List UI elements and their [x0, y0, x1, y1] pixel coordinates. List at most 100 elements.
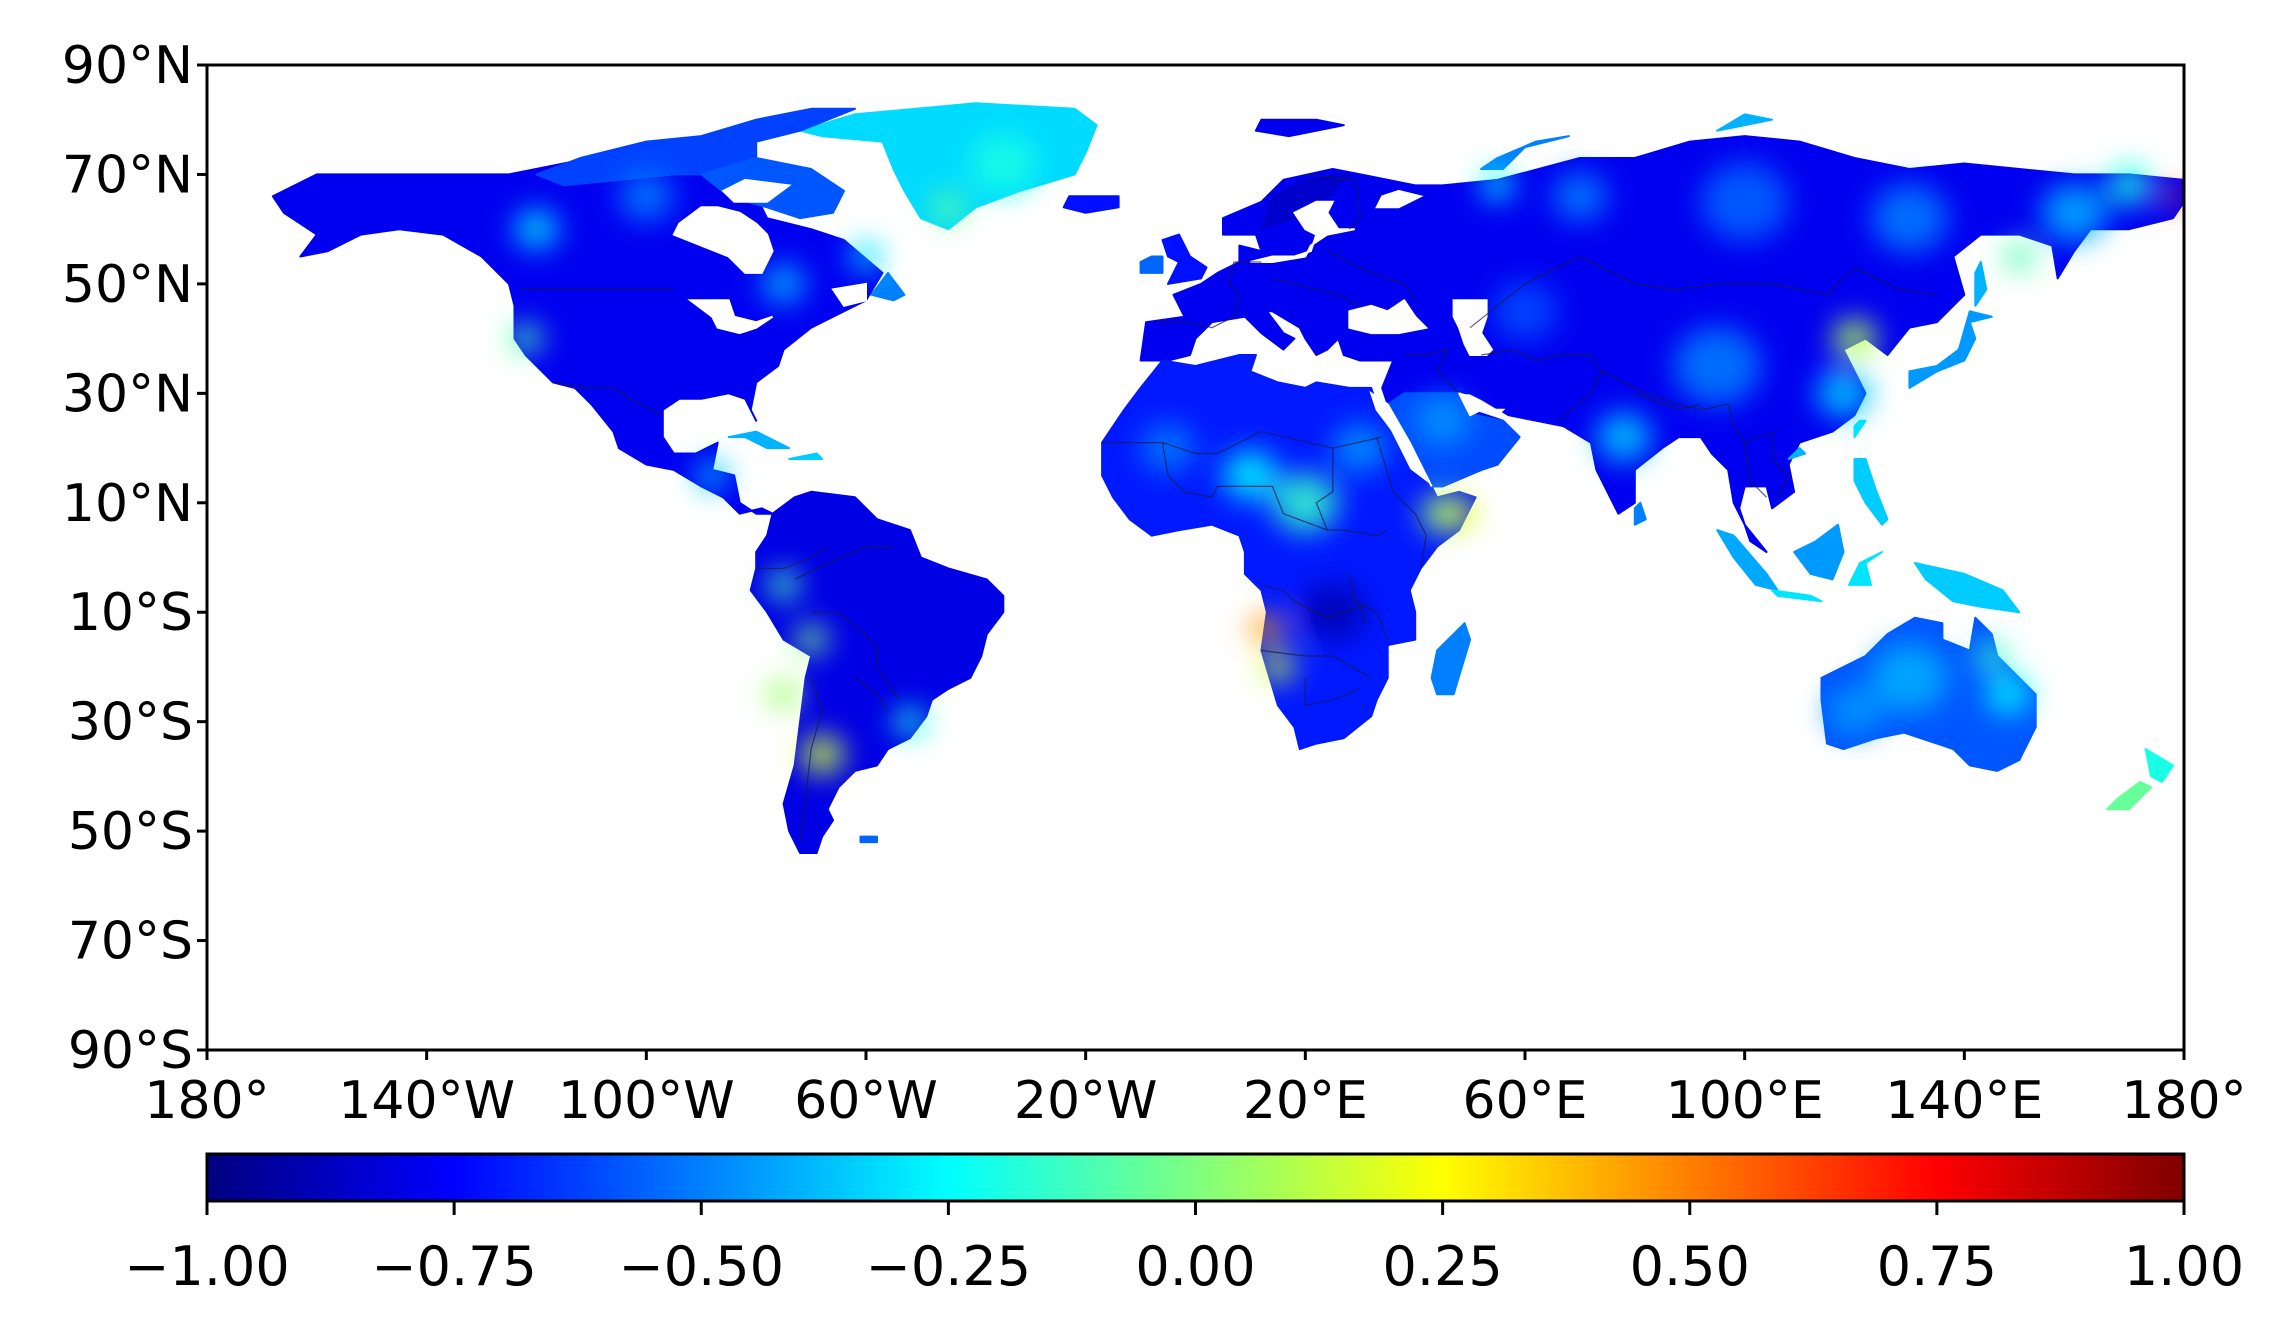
land-hainan: [1787, 447, 1807, 460]
anomaly-patch: [761, 264, 806, 304]
country-border-line: [811, 611, 900, 701]
colorbar-tick-label: −0.75: [371, 1235, 536, 1298]
land-great-britain: [1161, 233, 1208, 285]
country-border-line: [1304, 677, 1361, 707]
anomaly-patch: [1250, 613, 1284, 644]
lon-tick-label: 60°W: [794, 1071, 938, 1131]
map-plot-area: [271, 102, 2184, 854]
land-newfoundland: [870, 271, 906, 302]
anomaly-patch: [1222, 450, 1278, 500]
anomaly-patch: [1272, 473, 1339, 533]
lon-tick-label: 60°E: [1462, 1071, 1587, 1131]
land-scandinavia-highland: [1260, 173, 1351, 231]
anomaly-patch: [514, 209, 559, 249]
anomaly-layer: [509, 133, 2184, 775]
land-falklands: [859, 835, 878, 844]
anomaly-patch: [1700, 162, 1789, 242]
country-border-line: [1404, 348, 1460, 394]
colorbar-tick-label: −0.50: [619, 1235, 784, 1298]
anomaly-patch: [1827, 686, 1882, 736]
land-taiwan: [1853, 419, 1867, 439]
land-iceland: [1062, 195, 1120, 214]
water-caspian-sea: [1452, 299, 1494, 356]
water-red-sea: [1369, 390, 1433, 487]
anomaly-patch: [1596, 412, 1652, 462]
anomaly-patch: [1832, 318, 1877, 359]
anomaly-patch: [767, 570, 801, 600]
colorbar-tick-label: 0.25: [1383, 1235, 1503, 1298]
country-border-line: [1261, 649, 1372, 679]
country-border-line: [799, 677, 823, 843]
lat-tick-label: 10°S: [68, 583, 193, 643]
country-border-line: [1161, 442, 1273, 498]
longitude-axis: 180° 140°W 100°W 60°W 20°W 20°E 60°E 100°E 140°E…: [144, 1050, 2247, 1131]
anomaly-patch: [2107, 165, 2152, 206]
lat-tick-label: 70°S: [68, 912, 193, 972]
anomaly-patch: [1975, 641, 2009, 671]
lat-tick-label: 30°N: [62, 364, 193, 424]
land-borneo: [1793, 523, 1845, 581]
country-border-line: [1272, 277, 1361, 307]
land-new-zealand-north: [2144, 748, 2174, 783]
colorbar-tick-label: −0.25: [866, 1235, 1031, 1298]
land-sri-lanka: [1633, 501, 1647, 526]
lat-tick-label: 50°S: [68, 802, 193, 862]
water-layer: [672, 178, 1506, 487]
water-white-sea: [1375, 189, 1424, 209]
colorbar-tick-label: 1.00: [2124, 1235, 2244, 1298]
anomaly-patch: [2002, 241, 2036, 272]
lon-tick-label: 100°E: [1666, 1071, 1824, 1131]
anomaly-patch: [1332, 423, 1388, 473]
anomaly-patch: [849, 241, 883, 272]
country-border-line: [1744, 442, 1768, 498]
anomaly-patch: [1871, 643, 1948, 713]
anomaly-patch: [2041, 183, 2108, 243]
anomaly-patch: [618, 171, 674, 221]
anomaly-patch: [970, 133, 1037, 194]
anomaly-patch: [893, 706, 927, 737]
anomaly-patch: [2162, 186, 2184, 207]
country-borders: [520, 173, 1937, 843]
anomaly-patch: [794, 624, 828, 655]
water-persian-gulf: [1457, 391, 1506, 417]
country-border-line: [1673, 266, 1937, 296]
country-border-line: [854, 677, 889, 712]
land-cuba: [727, 430, 791, 450]
water-great-lakes: [687, 299, 774, 335]
country-border-line: [1601, 370, 1729, 411]
land-sulawesi: [1848, 551, 1883, 586]
lon-tick-label: 100°W: [558, 1071, 735, 1131]
anomaly-patch: [509, 323, 542, 354]
anomaly-patch: [1816, 368, 1871, 418]
country-border-line: [1157, 261, 1262, 329]
lon-tick-label: 20°E: [1243, 1071, 1368, 1131]
land-new-guinea: [1913, 562, 2021, 614]
anomaly-patch: [1415, 396, 1471, 446]
anomaly-patch: [1986, 674, 2031, 714]
lon-tick-label: 140°E: [1885, 1071, 2043, 1131]
land-hispaniola: [788, 452, 824, 460]
land-layer: [271, 102, 2184, 854]
lon-tick-label: 180°: [2121, 1071, 2246, 1131]
colorbar-axis: −1.00 −0.75 −0.50 −0.25 0.00 0.25 0.50 0.75 1.00: [124, 1201, 2244, 1298]
country-border-line: [1634, 392, 1701, 411]
land-philippines: [1853, 458, 1889, 526]
land-madagascar: [1430, 622, 1472, 696]
country-border-line: [1305, 173, 1361, 230]
country-border-line: [1481, 348, 1603, 422]
lon-tick-label: 140°W: [338, 1071, 515, 1131]
colorbar-tick-label: 0.00: [1135, 1235, 1255, 1298]
lat-tick-label: 90°N: [62, 36, 193, 96]
country-border-line: [1315, 448, 1334, 531]
anomaly-patch: [1492, 281, 1558, 341]
anomaly-patch: [1673, 326, 1762, 406]
lon-tick-label: 20°W: [1014, 1071, 1158, 1131]
colorbar-tick-label: −1.00: [124, 1235, 289, 1298]
lat-tick-label: 50°N: [62, 255, 193, 315]
land-java: [1771, 589, 1823, 603]
anomaly-patch: [1299, 582, 1366, 642]
water-baltic-sea: [1250, 200, 1355, 263]
land-new-zealand-south: [2106, 780, 2153, 811]
land-greenland: [799, 102, 1098, 231]
